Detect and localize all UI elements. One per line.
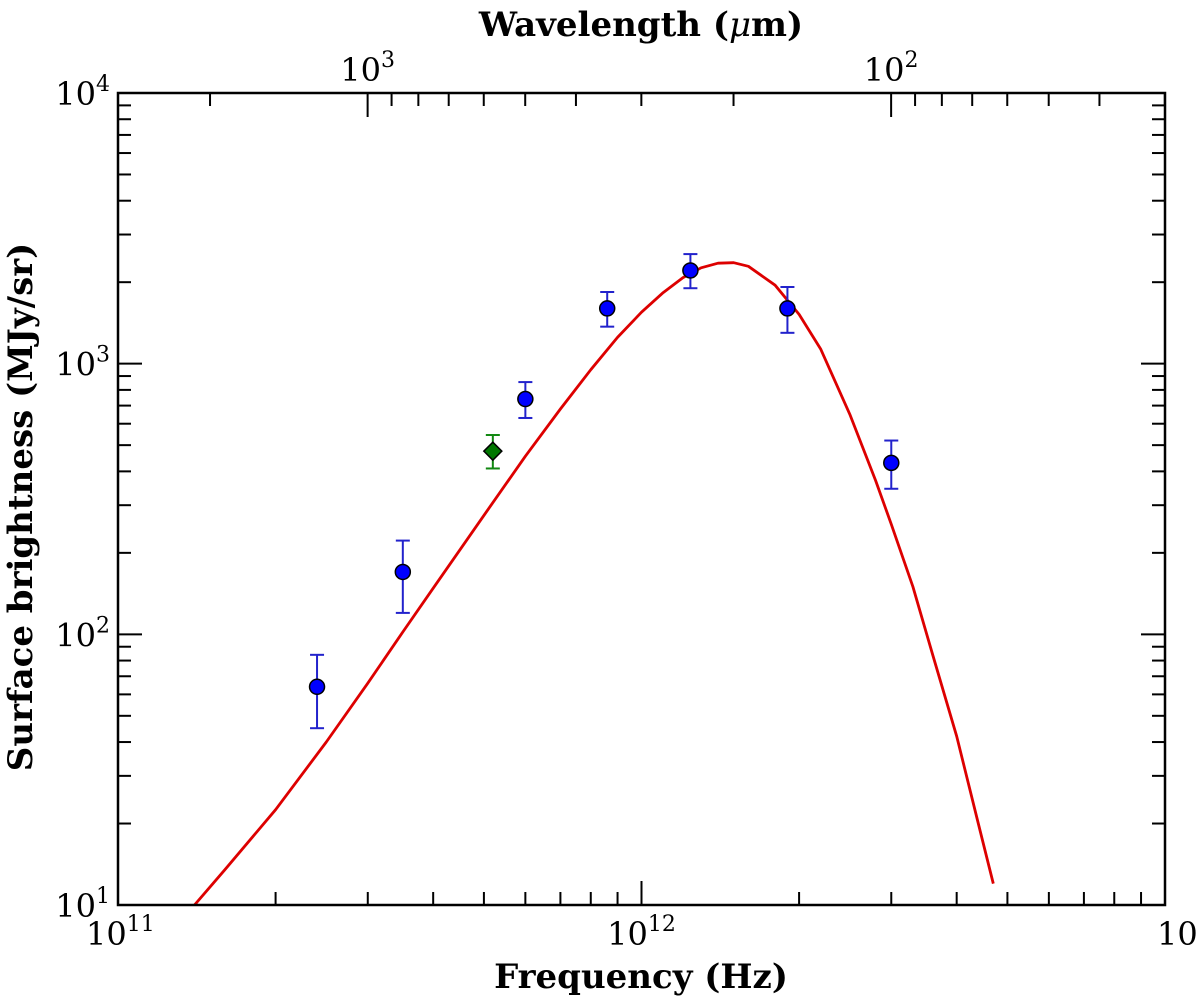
plot-frame: [116, 91, 1167, 907]
data-point-diamond: [482, 441, 503, 462]
tick-label-exponent: 12: [648, 912, 676, 937]
y-tick-label: 104: [55, 72, 110, 113]
tick-label-base: 10: [55, 887, 96, 925]
tick-mark-layer: [118, 93, 1166, 905]
tick-label-base: 10: [55, 616, 96, 654]
tick-label-exponent: 2: [96, 613, 110, 638]
data-point: [517, 390, 534, 408]
y-tick-label: 101: [55, 884, 110, 925]
data-point: [682, 262, 699, 279]
tick-label-exponent: 3: [381, 48, 395, 73]
tick-label-exponent: 11: [127, 912, 155, 937]
x2-axis-title-part2: m): [751, 5, 803, 45]
tick-label-exponent: 4: [96, 72, 110, 97]
y-axis-title: Surface brightness (MJy/sr): [1, 243, 41, 771]
tick-label-base: 10: [340, 51, 381, 89]
data-point-layer: [308, 262, 900, 696]
x2-tick-label: 103: [340, 48, 395, 89]
tick-label-exponent: 2: [904, 48, 918, 73]
tick-label-exponent: 13: [1198, 912, 1200, 937]
data-point: [598, 300, 616, 317]
x2-axis-title-mu: μ: [729, 5, 751, 45]
x-tick-label: 1013: [1157, 912, 1200, 953]
data-point: [779, 300, 796, 317]
model-curve-layer: [193, 261, 995, 906]
x2-axis-title: Wavelength (μm): [478, 5, 803, 45]
tick-label-base: 10: [864, 51, 905, 89]
x-axis-title: Frequency (Hz): [494, 957, 788, 997]
x-tick-label: 1012: [607, 912, 676, 953]
x2-tick-label: 102: [864, 48, 919, 89]
errorbar-layer: [310, 253, 899, 730]
tick-label-base: 10: [55, 75, 96, 113]
tick-label-exponent: 1: [96, 884, 110, 909]
tick-label-base: 10: [55, 346, 96, 384]
x2-axis-title-part1: Wavelength (: [478, 5, 729, 45]
tick-label-base: 10: [1157, 915, 1198, 953]
x-tick-label: 1011: [86, 912, 155, 953]
y-tick-label: 102: [55, 613, 110, 654]
tick-label-base: 10: [607, 915, 648, 953]
model-curve: [193, 261, 995, 906]
tick-label-base: 10: [86, 915, 127, 953]
tick-label-layer: 101110121013101102103104103102: [55, 48, 1200, 953]
data-point: [883, 454, 900, 472]
data-point: [394, 563, 412, 581]
data-point: [308, 678, 326, 696]
y-tick-label: 103: [55, 343, 110, 384]
tick-label-exponent: 3: [96, 343, 110, 368]
